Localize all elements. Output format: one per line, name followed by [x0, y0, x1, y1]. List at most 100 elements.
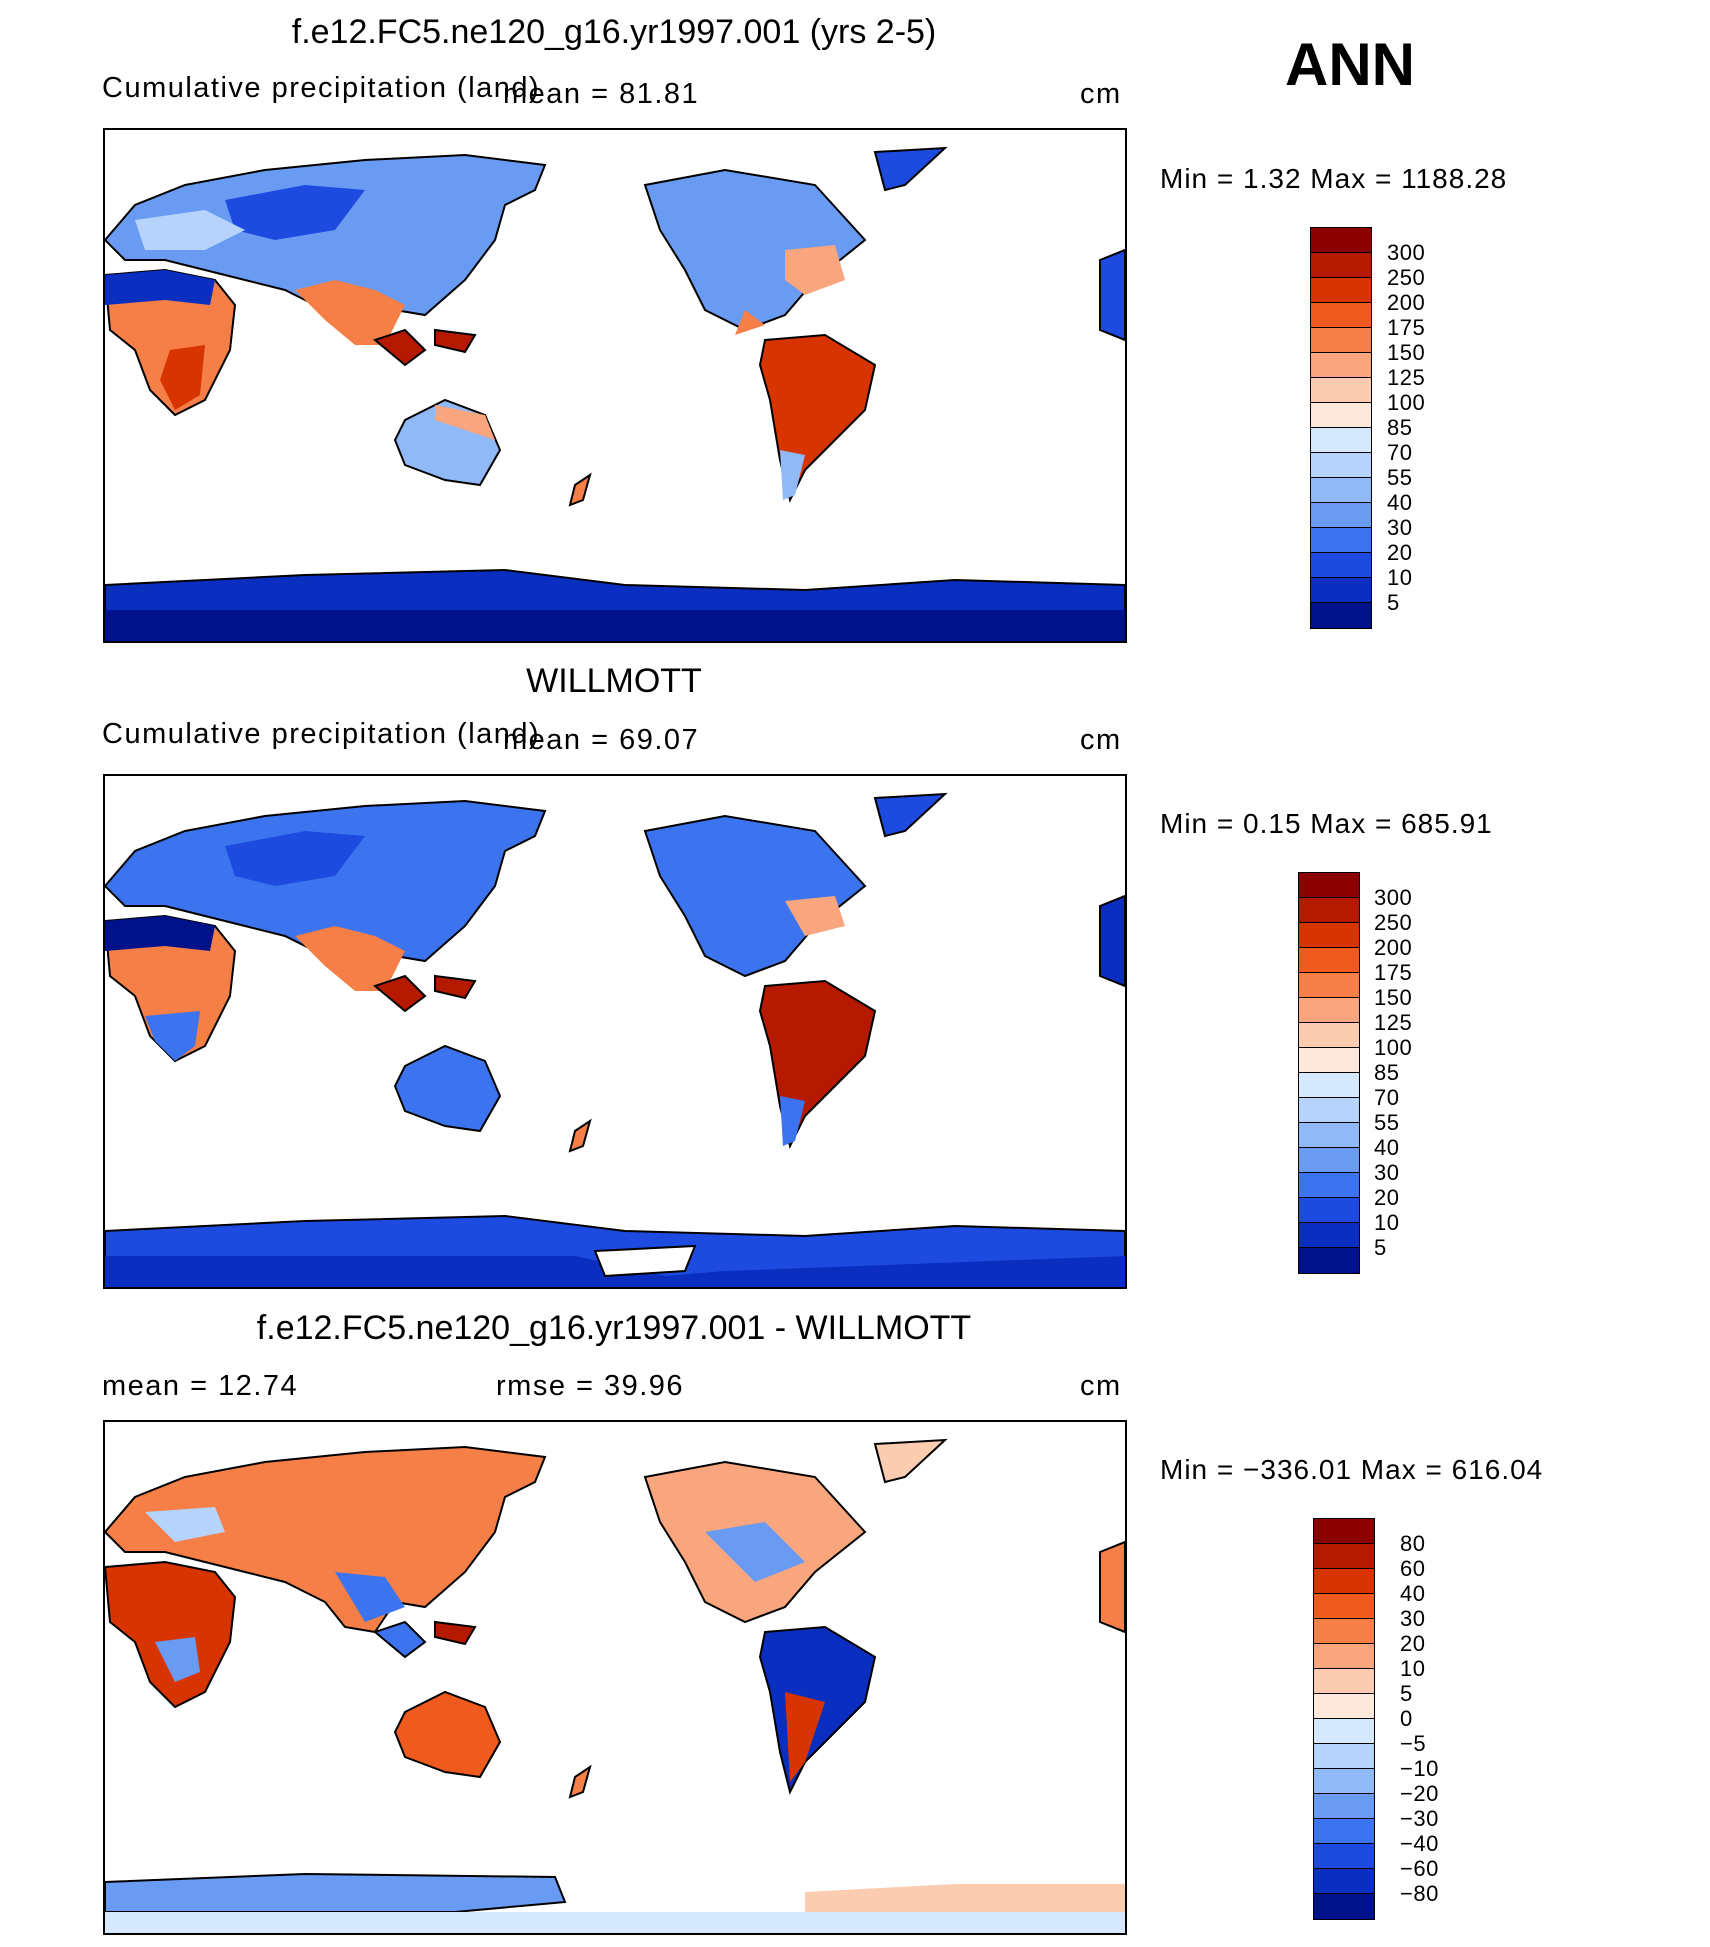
- colorbar-label: 10: [1400, 1656, 1426, 1681]
- colorbar-label: 300: [1387, 240, 1426, 265]
- colorbar-label: 20: [1387, 540, 1413, 565]
- colorbar-label: 125: [1387, 365, 1426, 390]
- colorbar-box: [1299, 1048, 1359, 1073]
- colorbar-box: [1311, 578, 1371, 603]
- colorbar-label: 150: [1374, 985, 1413, 1010]
- colorbar-label: 250: [1387, 265, 1426, 290]
- colorbar-box: [1311, 528, 1371, 553]
- panel-2-variable-label: Cumulative precipitation (land): [102, 718, 541, 750]
- colorbar-label: 70: [1374, 1085, 1400, 1110]
- colorbar-label: 125: [1374, 1010, 1413, 1035]
- colorbar-box: [1314, 1619, 1374, 1644]
- panel-2-map: [103, 774, 1127, 1289]
- panel-1-variable-label: Cumulative precipitation (land): [102, 72, 541, 104]
- panel-3-units: cm: [1080, 1370, 1122, 1402]
- panel-3-title: f.e12.FC5.ne120_g16.yr1997.001 - WILLMOT…: [256, 1309, 972, 1347]
- panel-3-colorbar: [1313, 1518, 1375, 1920]
- colorbar-box: [1299, 948, 1359, 973]
- panel-2-minmax: Min = 0.15 Max = 685.91: [1160, 808, 1493, 839]
- panel-1-map-canvas: [105, 146, 1125, 641]
- colorbar-box: [1299, 1173, 1359, 1198]
- colorbar-label: 20: [1374, 1185, 1400, 1210]
- colorbar-box: [1299, 898, 1359, 923]
- colorbar-box: [1311, 278, 1371, 303]
- panel-1-map: [103, 128, 1127, 643]
- panel-3-rmse: rmse = 39.96: [496, 1370, 685, 1402]
- colorbar-box: [1299, 1248, 1359, 1273]
- colorbar-box: [1299, 1198, 1359, 1223]
- colorbar-box: [1311, 603, 1371, 628]
- panel-1-mean: mean = 81.81: [503, 78, 700, 110]
- colorbar-label: −30: [1400, 1806, 1439, 1831]
- colorbar-label: 80: [1400, 1531, 1426, 1556]
- colorbar-label: 250: [1374, 910, 1413, 935]
- colorbar-box: [1314, 1519, 1374, 1544]
- panel-2-colorbar: [1298, 872, 1360, 1274]
- colorbar-box: [1299, 1098, 1359, 1123]
- colorbar-label: 40: [1374, 1135, 1400, 1160]
- colorbar-box: [1311, 303, 1371, 328]
- colorbar-label: −60: [1400, 1856, 1439, 1881]
- colorbar-label: 55: [1387, 465, 1413, 490]
- panel-1-title: f.e12.FC5.ne120_g16.yr1997.001 (yrs 2-5): [291, 13, 937, 51]
- colorbar-box: [1314, 1844, 1374, 1869]
- colorbar-box: [1299, 1123, 1359, 1148]
- colorbar-label: −10: [1400, 1756, 1439, 1781]
- colorbar-label: 55: [1374, 1110, 1400, 1135]
- colorbar-label: 200: [1387, 290, 1426, 315]
- colorbar-label: 30: [1400, 1606, 1426, 1631]
- colorbar-box: [1314, 1719, 1374, 1744]
- colorbar-label: 100: [1387, 390, 1426, 415]
- panel-1-colorbar-labels: 300 250 200 175 150 125 100 85 70 55 40 30 20 10 5: [1387, 240, 1425, 615]
- colorbar-box: [1314, 1794, 1374, 1819]
- colorbar-box: [1311, 253, 1371, 278]
- colorbar-label: 10: [1374, 1210, 1400, 1235]
- colorbar-label: 200: [1374, 935, 1413, 960]
- colorbar-box: [1314, 1744, 1374, 1769]
- colorbar-box: [1311, 353, 1371, 378]
- colorbar-box: [1311, 328, 1371, 353]
- colorbar-label: 70: [1387, 440, 1413, 465]
- colorbar-label: 5: [1400, 1681, 1413, 1706]
- panel-2-map-canvas: [105, 792, 1125, 1287]
- panel-3-minmax: Min = −336.01 Max = 616.04: [1160, 1454, 1544, 1485]
- panel-2-units: cm: [1080, 724, 1122, 756]
- colorbar-box: [1311, 553, 1371, 578]
- colorbar-label: 85: [1374, 1060, 1400, 1085]
- colorbar-label: 40: [1387, 490, 1413, 515]
- colorbar-label: −80: [1400, 1881, 1439, 1906]
- panel-1-units: cm: [1080, 78, 1122, 110]
- colorbar-label: 175: [1374, 960, 1413, 985]
- colorbar-box: [1299, 973, 1359, 998]
- colorbar-label: 40: [1400, 1581, 1426, 1606]
- colorbar-box: [1314, 1594, 1374, 1619]
- panel-2-mean: mean = 69.07: [503, 724, 700, 756]
- panel-1-colorbar: [1310, 227, 1372, 629]
- colorbar-box: [1311, 478, 1371, 503]
- colorbar-label: 10: [1387, 565, 1413, 590]
- colorbar-label: 100: [1374, 1035, 1413, 1060]
- season-label: ANN: [1285, 31, 1415, 98]
- colorbar-label: 0: [1400, 1706, 1413, 1731]
- colorbar-box: [1311, 403, 1371, 428]
- colorbar-box: [1314, 1644, 1374, 1669]
- colorbar-box: [1314, 1869, 1374, 1894]
- panel-3-mean: mean = 12.74: [102, 1370, 299, 1402]
- panel-3-colorbar-labels: 80 60 40 30 20 10 5 0 −5 −10 −20 −30 −40 −60 −80: [1400, 1531, 1439, 1906]
- colorbar-box: [1314, 1669, 1374, 1694]
- panel-3-map-canvas: [105, 1438, 1125, 1933]
- colorbar-box: [1314, 1544, 1374, 1569]
- colorbar-label: 150: [1387, 340, 1426, 365]
- colorbar-label: 85: [1387, 415, 1413, 440]
- colorbar-label: 20: [1400, 1631, 1426, 1656]
- colorbar-label: 300: [1374, 885, 1413, 910]
- panel-2-title: WILLMOTT: [526, 662, 702, 700]
- colorbar-box: [1311, 228, 1371, 253]
- colorbar-box: [1314, 1769, 1374, 1794]
- colorbar-label: −5: [1400, 1731, 1427, 1756]
- colorbar-box: [1299, 1023, 1359, 1048]
- colorbar-box: [1314, 1569, 1374, 1594]
- colorbar-label: 175: [1387, 315, 1426, 340]
- colorbar-label: 5: [1374, 1235, 1387, 1260]
- colorbar-label: −20: [1400, 1781, 1439, 1806]
